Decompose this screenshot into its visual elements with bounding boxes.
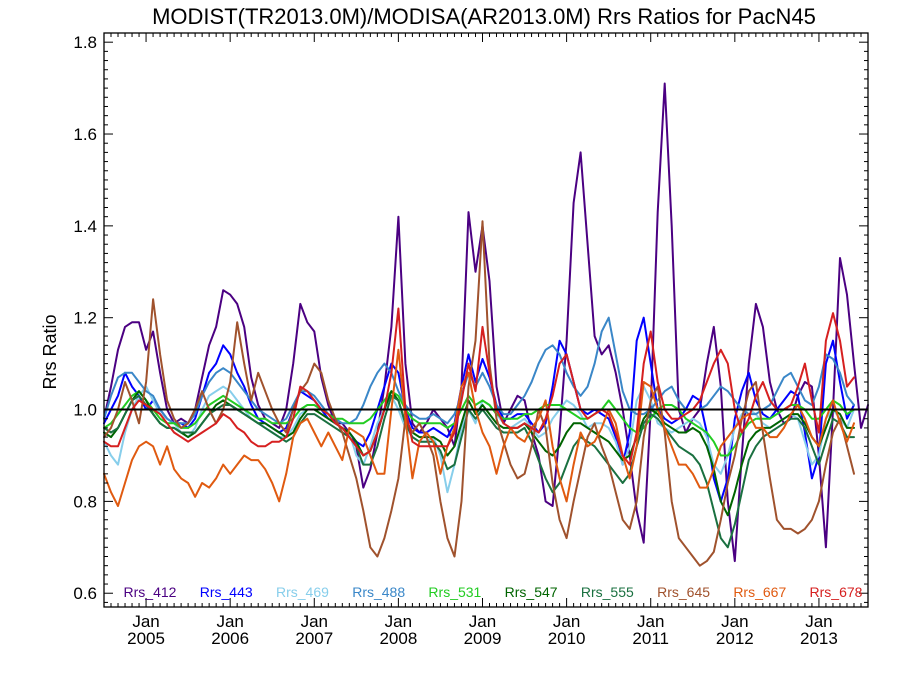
x-tick-label-month: Jan xyxy=(216,612,243,631)
x-tick-label-year: 2012 xyxy=(716,629,754,648)
y-tick-label: 0.8 xyxy=(73,492,97,511)
series-layer xyxy=(103,82,869,567)
x-tick-label-month: Jan xyxy=(385,612,412,631)
series-line-rrs-645 xyxy=(103,220,855,567)
x-tick-label-year: 2013 xyxy=(800,629,838,648)
x-tick-label-month: Jan xyxy=(469,612,496,631)
legend-item-rrs-645: Rrs_645 xyxy=(657,584,710,600)
y-tick-label: 1.0 xyxy=(73,401,97,420)
legend-item-rrs-412: Rrs_412 xyxy=(124,584,177,600)
series-line-rrs-678 xyxy=(103,307,855,466)
plot-frame xyxy=(103,32,869,608)
series-line-rrs-555 xyxy=(103,394,855,549)
series-line-rrs-667 xyxy=(103,348,855,507)
y-axis-label: Rrs Ratio xyxy=(40,314,60,389)
series-line-rrs-531 xyxy=(103,390,855,457)
series-line-rrs-443 xyxy=(103,316,855,503)
legend-item-rrs-547: Rrs_547 xyxy=(505,584,558,600)
x-tick-label-year: 2009 xyxy=(464,629,502,648)
y-tick-label: 1.8 xyxy=(73,33,97,52)
y-tick-label: 1.2 xyxy=(73,309,97,328)
x-tick-label-year: 2010 xyxy=(548,629,586,648)
legend-item-rrs-469: Rrs_469 xyxy=(276,584,329,600)
chart-title: MODIST(TR2013.0M)/MODISA(AR2013.0M) Rrs … xyxy=(152,4,816,29)
plot-area: 0.60.81.01.21.41.61.8Jan2005Jan2006Jan20… xyxy=(73,32,869,648)
x-tick-label-year: 2005 xyxy=(127,629,165,648)
x-tick-label-year: 2011 xyxy=(632,629,669,648)
x-tick-label-month: Jan xyxy=(805,612,832,631)
legend-item-rrs-443: Rrs_443 xyxy=(200,584,253,600)
axis-layer: 0.60.81.01.21.41.61.8Jan2005Jan2006Jan20… xyxy=(73,32,869,648)
x-tick-label-year: 2008 xyxy=(379,629,417,648)
legend-item-rrs-678: Rrs_678 xyxy=(810,584,863,600)
x-tick-label-month: Jan xyxy=(301,612,328,631)
x-tick-label-month: Jan xyxy=(721,612,748,631)
legend-item-rrs-555: Rrs_555 xyxy=(581,584,634,600)
y-tick-label: 1.6 xyxy=(73,125,97,144)
legend-item-rrs-531: Rrs_531 xyxy=(428,584,481,600)
x-tick-label-month: Jan xyxy=(637,612,664,631)
legend-item-rrs-488: Rrs_488 xyxy=(352,584,405,600)
x-tick-label-year: 2007 xyxy=(295,629,333,648)
series-line-rrs-412 xyxy=(103,82,869,563)
y-tick-label: 1.4 xyxy=(73,217,97,236)
legend-item-rrs-667: Rrs_667 xyxy=(733,584,786,600)
series-line-rrs-488 xyxy=(103,316,855,425)
y-tick-label: 0.6 xyxy=(73,584,97,603)
x-tick-label-month: Jan xyxy=(132,612,159,631)
x-tick-label-month: Jan xyxy=(553,612,580,631)
legend: Rrs_412 Rrs_443 Rrs_469 Rrs_488 Rrs_531 Rrs_5… xyxy=(124,584,863,600)
x-tick-label-year: 2006 xyxy=(211,629,249,648)
